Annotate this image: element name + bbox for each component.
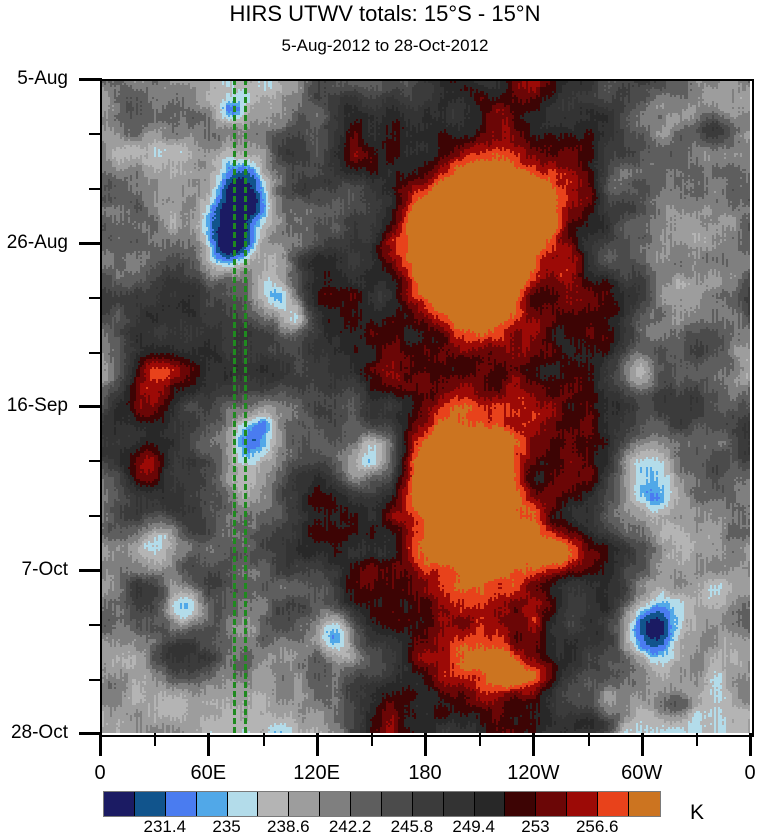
- y-axis-tick-major: [79, 78, 102, 81]
- x-axis-tick-major: [99, 733, 102, 756]
- colorbar-swatch: [474, 792, 506, 816]
- colorbar-swatch: [443, 792, 475, 816]
- x-axis-tick-major: [749, 733, 752, 756]
- y-axis-tick-label: 5-Aug: [17, 68, 68, 89]
- y-axis-tick-minor: [89, 623, 102, 626]
- x-axis-tick-label: 0: [744, 762, 756, 784]
- temperature-field-heatmap: [100, 79, 750, 733]
- y-axis-tick-minor: [89, 296, 102, 299]
- colorbar-tick-label: 235: [212, 817, 241, 836]
- colorbar-swatch: [196, 792, 228, 816]
- x-axis-tick-minor: [695, 733, 698, 746]
- colorbar-units-label: K: [690, 801, 705, 824]
- y-axis-tick-minor: [89, 678, 102, 681]
- colorbar-swatch: [536, 792, 568, 816]
- x-axis-tick-label: 60W: [621, 762, 663, 784]
- colorbar-swatch: [258, 792, 290, 816]
- colorbar-tick-label: 253: [521, 817, 550, 836]
- x-axis-tick-minor: [587, 733, 590, 746]
- x-axis-tick-major: [315, 733, 319, 756]
- colorbar-swatch: [351, 792, 382, 816]
- colorbar-tick-label: 256.6: [575, 817, 619, 836]
- y-axis-tick-major: [79, 241, 102, 245]
- y-axis-tick-minor: [89, 133, 102, 136]
- x-axis-tick-label: 120E: [293, 762, 341, 784]
- y-axis-tick-major: [79, 568, 102, 572]
- meridian-line-east: [244, 79, 248, 733]
- colorbar-swatch: [104, 792, 135, 816]
- x-axis-tick-minor: [479, 733, 482, 746]
- colorbar-tick-label: 245.8: [390, 817, 434, 836]
- colorbar-swatch: [567, 792, 598, 816]
- colorbar-swatch: [628, 792, 660, 816]
- colorbar-swatch: [320, 792, 351, 816]
- colorbar-tick-label: 231.4: [143, 817, 187, 836]
- x-axis-tick-minor: [370, 733, 373, 746]
- y-axis-tick-minor: [89, 188, 102, 191]
- colorbar-swatch: [598, 792, 629, 816]
- y-axis-tick-major: [79, 405, 102, 408]
- x-axis-tick-major: [532, 733, 536, 756]
- x-axis-tick-major: [424, 733, 427, 756]
- x-axis-tick-minor: [262, 733, 265, 746]
- colorbar-tick-label: 242.2: [328, 817, 372, 836]
- hovmoller-plot-area: [100, 79, 750, 733]
- figure-subtitle: 5-Aug-2012 to 28-Oct-2012: [281, 36, 489, 55]
- x-axis-tick-label: 0: [94, 762, 106, 784]
- colorbar: [103, 791, 661, 817]
- y-axis-tick-minor: [89, 460, 102, 463]
- colorbar-swatch: [227, 792, 259, 816]
- x-axis-tick-label: 60E: [190, 762, 227, 784]
- y-axis-tick-major: [79, 732, 102, 735]
- colorbar-swatch: [505, 792, 537, 816]
- colorbar-swatch: [412, 792, 444, 816]
- y-axis-tick-label: 28-Oct: [10, 722, 68, 743]
- y-axis-tick-label: 26-Aug: [6, 231, 68, 253]
- colorbar-swatch: [289, 792, 321, 816]
- colorbar-swatch: [165, 792, 197, 816]
- y-axis-tick-label: 7-Oct: [21, 558, 68, 580]
- colorbar-tick-label: 249.4: [452, 817, 495, 836]
- colorbar-tick-label: 238.6: [267, 817, 310, 836]
- y-axis-tick-minor: [89, 515, 102, 518]
- x-axis-tick-label: 180: [408, 762, 442, 784]
- page-title: HIRS UTWV totals: 15°S - 15°N: [229, 1, 541, 26]
- colorbar-swatch: [381, 792, 413, 816]
- y-axis-tick-label: 16-Sep: [6, 395, 68, 416]
- x-axis-tick-label: 120W: [507, 762, 560, 784]
- x-axis-tick-major: [207, 733, 211, 756]
- meridian-line-west: [232, 79, 236, 733]
- x-axis-tick-minor: [154, 733, 157, 746]
- x-axis-tick-major: [640, 733, 644, 756]
- y-axis-tick-minor: [89, 351, 102, 354]
- colorbar-swatch: [134, 792, 166, 816]
